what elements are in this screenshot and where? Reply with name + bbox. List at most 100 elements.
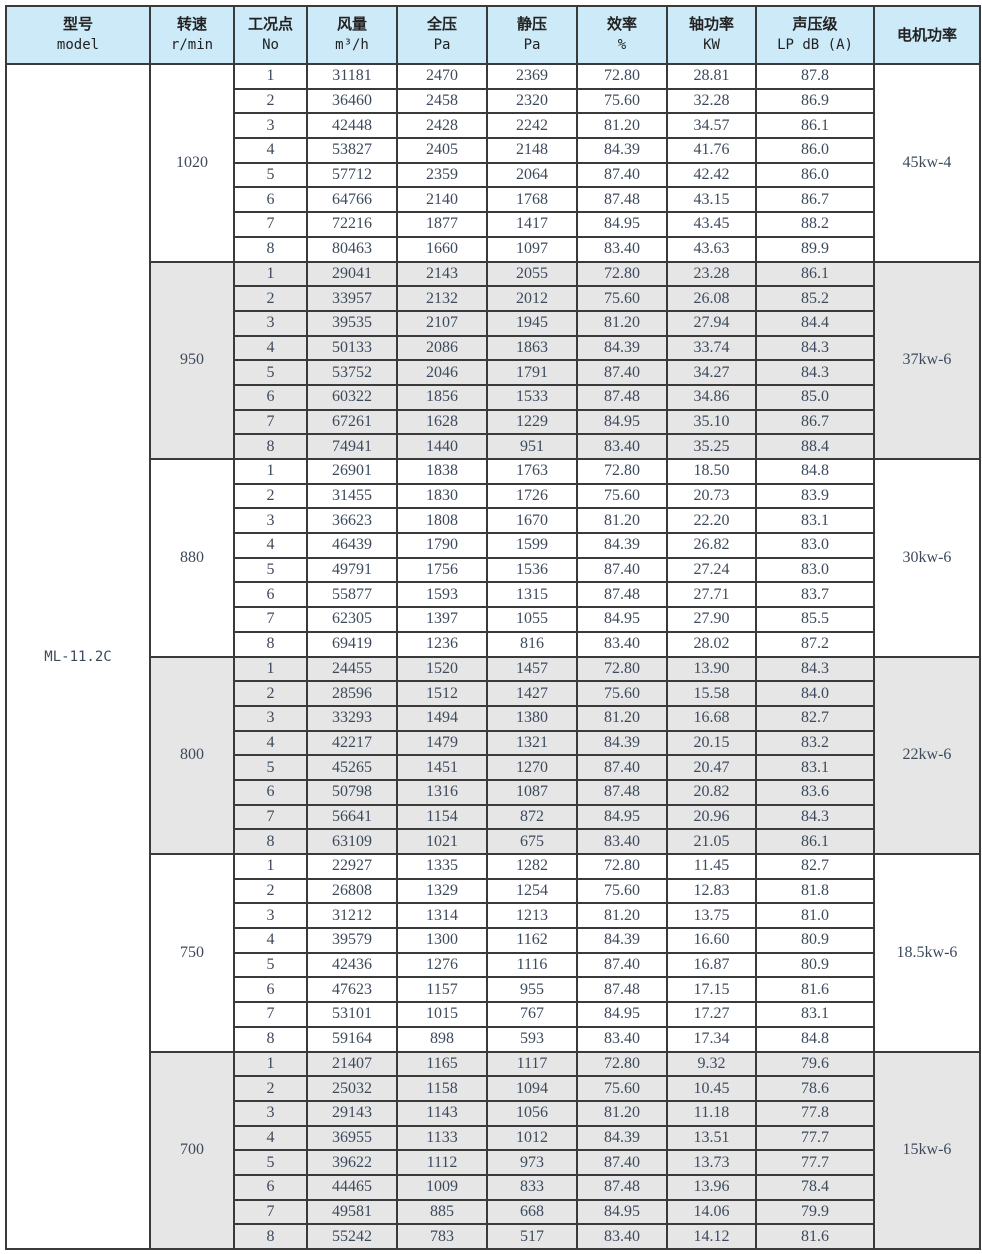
point-cell: 3	[233, 704, 308, 732]
total-pressure-cell: 1756	[396, 556, 488, 584]
total-pressure-cell: 1316	[396, 778, 488, 806]
shaft-power-cell: 17.27	[666, 1001, 757, 1028]
efficiency-cell: 84.95	[576, 606, 668, 633]
airflow-cell: 57712	[306, 161, 398, 189]
total-pressure-cell: 1021	[396, 828, 488, 855]
airflow-cell: 42436	[306, 951, 398, 979]
header-label: 声压级	[792, 15, 838, 33]
point-cell: 2	[233, 1075, 308, 1102]
static-pressure-cell: 1599	[486, 532, 578, 559]
point-cell: 6	[233, 186, 308, 214]
shaft-power-cell: 13.75	[666, 902, 757, 930]
table-row: 4 36955 1133 1012 84.39 13.51 77.7	[6, 1124, 980, 1152]
efficiency-cell: 87.48	[576, 778, 668, 806]
airflow-cell: 49581	[306, 1198, 398, 1226]
table-row: 5 45265 1451 1270 87.40 20.47 83.1	[6, 754, 980, 781]
static-pressure-cell: 1213	[486, 902, 578, 930]
sound-level-cell: 88.4	[755, 433, 875, 460]
airflow-cell: 31455	[306, 482, 398, 510]
efficiency-cell: 84.95	[576, 211, 668, 238]
shaft-power-cell: 12.83	[666, 877, 757, 905]
total-pressure-cell: 2428	[396, 112, 488, 140]
total-pressure-cell: 2405	[396, 137, 488, 164]
total-pressure-cell: 1660	[396, 235, 488, 263]
shaft-power-cell: 13.73	[666, 1149, 757, 1176]
shaft-power-cell: 20.73	[666, 482, 757, 510]
table-row: 5 49791 1756 1536 87.40 27.24 83.0	[6, 556, 980, 584]
point-cell: 3	[233, 309, 308, 337]
shaft-power-cell: 34.86	[666, 383, 757, 411]
total-pressure-cell: 1300	[396, 927, 488, 954]
total-pressure-cell: 1838	[396, 458, 488, 485]
total-pressure-cell: 2140	[396, 186, 488, 214]
total-pressure-cell: 1877	[396, 211, 488, 238]
efficiency-cell: 75.60	[576, 285, 668, 312]
point-cell: 5	[233, 161, 308, 189]
airflow-cell: 25032	[306, 1075, 398, 1102]
speed-cell: 750	[149, 853, 235, 1053]
point-cell: 1	[233, 1050, 308, 1078]
point-cell: 2	[233, 285, 308, 312]
header-airflow: 风量 m³/h	[306, 5, 398, 65]
shaft-power-cell: 41.76	[666, 137, 757, 164]
sound-level-cell: 86.1	[755, 828, 875, 855]
total-pressure-cell: 783	[396, 1223, 488, 1250]
point-cell: 8	[233, 1025, 308, 1053]
airflow-cell: 59164	[306, 1025, 398, 1053]
efficiency-cell: 87.40	[576, 161, 668, 189]
point-cell: 4	[233, 137, 308, 164]
point-cell: 6	[233, 383, 308, 411]
airflow-cell: 62305	[306, 606, 398, 633]
fan-performance-table: 型号 model 转速 r/min 工况点 No 风量 m³/h 全压 Pa 静压 Pa 效率% 轴功率 K…	[5, 5, 981, 1250]
header-row: 型号 model 转速 r/min 工况点 No 风量 m³/h 全压 Pa 静压 Pa 效率% 轴功率 K…	[5, 5, 981, 65]
shaft-power-cell: 42.42	[666, 161, 757, 189]
header-label: 风量	[336, 15, 367, 33]
static-pressure-cell: 1726	[486, 482, 578, 510]
efficiency-cell: 87.40	[576, 359, 668, 386]
total-pressure-cell: 1479	[396, 729, 488, 757]
motor-power-cell: 15kw-6	[873, 1050, 981, 1250]
sound-level-cell: 83.0	[755, 532, 875, 559]
shaft-power-cell: 27.90	[666, 606, 757, 633]
airflow-cell: 69419	[306, 630, 398, 658]
sound-level-cell: 79.9	[755, 1198, 875, 1226]
sound-level-cell: 85.0	[755, 383, 875, 411]
header-unit: model	[56, 37, 100, 53]
table-row: 7 56641 1154 872 84.95 20.96 84.3	[6, 803, 980, 831]
table-row: 3 33293 1494 1380 81.20 16.68 82.7	[6, 704, 980, 732]
speed-cell: 700	[149, 1050, 235, 1250]
static-pressure-cell: 1380	[486, 704, 578, 732]
motor-power-cell: 30kw-6	[873, 458, 981, 658]
table-row: 8 80463 1660 1097 83.40 43.63 89.9	[6, 235, 980, 263]
total-pressure-cell: 1830	[396, 482, 488, 510]
static-pressure-cell: 1945	[486, 309, 578, 337]
total-pressure-cell: 1009	[396, 1173, 488, 1201]
sound-level-cell: 84.8	[755, 458, 875, 485]
sound-level-cell: 89.9	[755, 235, 875, 263]
efficiency-cell: 72.80	[576, 458, 668, 485]
shaft-power-cell: 14.12	[666, 1223, 757, 1250]
table-row: 8 63109 1021 675 83.40 21.05 86.1	[6, 828, 980, 855]
header-efficiency: 效率%	[576, 5, 668, 65]
efficiency-cell: 83.40	[576, 433, 668, 460]
shaft-power-cell: 21.05	[666, 828, 757, 855]
efficiency-cell: 87.40	[576, 1149, 668, 1176]
shaft-power-cell: 20.82	[666, 778, 757, 806]
efficiency-cell: 72.80	[576, 63, 668, 90]
point-cell: 4	[233, 729, 308, 757]
table-row: 6 44465 1009 833 87.48 13.96 78.4	[6, 1173, 980, 1201]
static-pressure-cell: 1763	[486, 458, 578, 485]
shaft-power-cell: 23.28	[666, 260, 757, 288]
shaft-power-cell: 11.18	[666, 1099, 757, 1127]
airflow-cell: 24455	[306, 655, 398, 683]
shaft-power-cell: 13.90	[666, 655, 757, 683]
airflow-cell: 55242	[306, 1223, 398, 1250]
table-row: 7 53101 1015 767 84.95 17.27 83.1	[6, 1001, 980, 1028]
airflow-cell: 53752	[306, 359, 398, 386]
table-row: 880 1 26901 1838 1763 72.80 18.50 84.8 30kw-6	[6, 458, 981, 658]
sound-level-cell: 77.7	[755, 1124, 875, 1152]
sound-level-cell: 85.2	[755, 285, 875, 312]
shaft-power-cell: 34.27	[666, 359, 757, 386]
sound-level-cell: 78.6	[755, 1075, 875, 1102]
static-pressure-cell: 668	[486, 1198, 578, 1226]
